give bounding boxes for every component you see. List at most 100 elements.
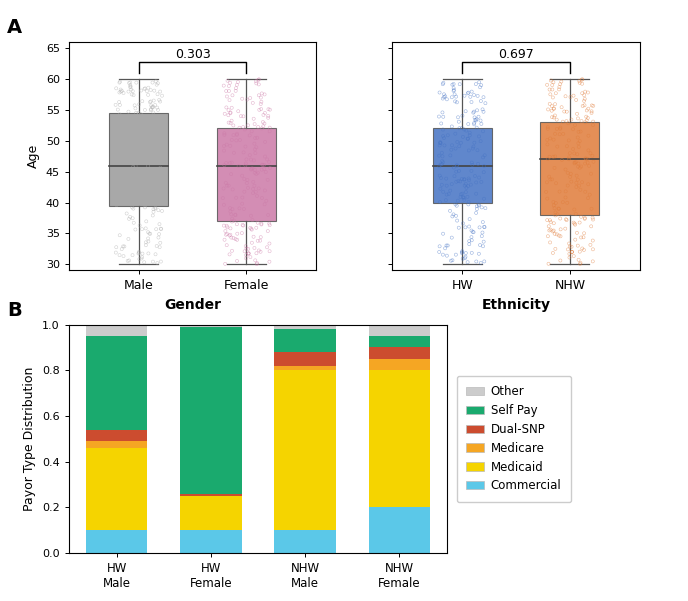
Point	[262, 226, 273, 236]
Point	[222, 181, 233, 191]
Point	[579, 245, 590, 255]
Point	[218, 184, 229, 194]
Point	[437, 156, 448, 166]
Point	[453, 117, 464, 126]
Bar	[275, 329, 336, 352]
Point	[457, 248, 468, 257]
Point	[588, 117, 599, 126]
Point	[553, 204, 564, 214]
Point	[459, 195, 470, 204]
Point	[583, 194, 594, 203]
Point	[562, 181, 573, 191]
Point	[238, 221, 249, 230]
Point	[263, 210, 274, 220]
Bar	[180, 496, 241, 530]
Point	[453, 166, 464, 175]
Point	[582, 154, 593, 163]
Point	[449, 85, 460, 95]
Point	[466, 233, 477, 242]
Point	[223, 111, 234, 120]
Point	[231, 130, 242, 140]
Point	[588, 257, 599, 266]
Point	[224, 231, 235, 240]
Point	[448, 210, 459, 219]
Point	[573, 159, 584, 168]
Point	[129, 100, 140, 110]
Point	[550, 111, 561, 120]
Point	[231, 129, 242, 139]
Point	[138, 194, 149, 203]
Point	[453, 112, 464, 122]
Point	[542, 154, 553, 164]
Point	[225, 141, 236, 151]
Point	[458, 219, 469, 228]
Point	[255, 99, 266, 109]
Point	[464, 175, 475, 185]
Point	[255, 93, 266, 102]
Point	[478, 237, 489, 246]
Point	[257, 88, 268, 98]
Point	[576, 162, 587, 171]
Point	[440, 91, 451, 101]
Point	[566, 242, 577, 252]
Point	[256, 220, 267, 230]
Point	[555, 255, 566, 265]
Point	[259, 90, 270, 99]
Bar	[369, 507, 430, 553]
Point	[464, 130, 475, 140]
Point	[118, 251, 129, 261]
Bar	[275, 370, 336, 530]
Point	[244, 150, 255, 160]
Point	[442, 130, 453, 140]
Point	[219, 141, 230, 151]
Point	[548, 103, 559, 113]
Point	[582, 158, 593, 168]
Point	[248, 177, 259, 187]
Point	[565, 92, 576, 102]
Point	[576, 212, 587, 222]
Point	[222, 140, 233, 150]
Text: 0.303: 0.303	[175, 48, 211, 61]
Point	[226, 233, 237, 242]
Point	[469, 90, 480, 100]
Point	[228, 216, 239, 225]
Point	[446, 256, 457, 266]
X-axis label: Gender: Gender	[164, 298, 221, 312]
Point	[243, 249, 254, 258]
Point	[131, 174, 142, 184]
Point	[114, 97, 125, 107]
Point	[259, 151, 270, 161]
Point	[454, 141, 465, 151]
Point	[450, 129, 461, 138]
Point	[440, 195, 451, 205]
Point	[261, 196, 272, 206]
Point	[257, 117, 268, 127]
Point	[460, 179, 471, 189]
Point	[134, 221, 145, 230]
Point	[136, 254, 147, 263]
Point	[147, 211, 158, 221]
Point	[583, 131, 594, 141]
Point	[264, 219, 275, 228]
Point	[541, 187, 552, 197]
Point	[112, 105, 123, 114]
Point	[581, 112, 592, 121]
Point	[251, 79, 262, 88]
Point	[473, 78, 484, 87]
Point	[466, 226, 477, 236]
Point	[230, 210, 241, 220]
Point	[111, 126, 122, 135]
Point	[153, 95, 164, 105]
Point	[548, 226, 559, 236]
Point	[233, 106, 244, 116]
Point	[144, 229, 155, 239]
Point	[118, 180, 129, 189]
Point	[136, 172, 147, 182]
Point	[438, 133, 449, 143]
Point	[458, 132, 469, 142]
Point	[233, 161, 244, 171]
Point	[577, 75, 588, 85]
Point	[122, 142, 133, 151]
Point	[572, 133, 583, 142]
Point	[149, 153, 160, 162]
